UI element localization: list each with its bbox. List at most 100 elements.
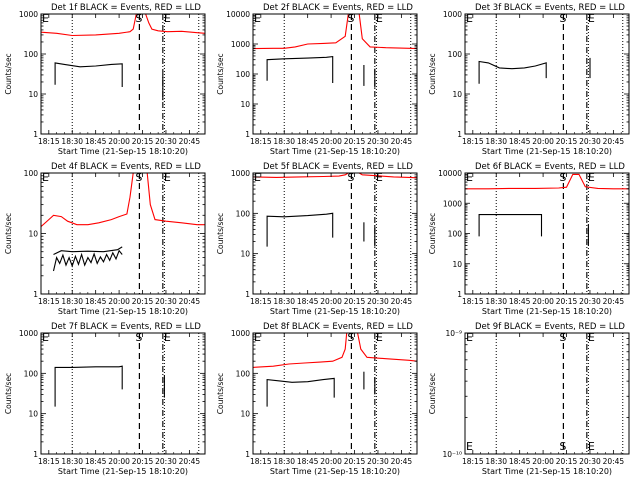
marker-e: E: [164, 12, 171, 25]
x-tick-label: 18:45: [297, 297, 319, 306]
panel-title: Det 8f BLACK = Events, RED = LLD: [263, 322, 413, 332]
marker-s: S: [347, 12, 354, 25]
events-series-line: [266, 55, 334, 83]
events-series-line: [52, 249, 123, 272]
y-axis-label: Counts/sec: [4, 53, 13, 94]
x-tick-label: 20:15: [344, 297, 366, 306]
x-tick-label: 20:00: [532, 457, 554, 466]
x-axis-label: Start Time (21-Sep-15 18:10:20): [270, 147, 400, 156]
panel-det-7: Det 7f BLACK = Events, RED = LLD 1 10 100 10…: [4, 322, 206, 476]
marker-e: E: [588, 331, 595, 344]
x-tick-label: 18:15: [462, 137, 484, 146]
y-axis-label: Counts/sec: [216, 373, 225, 414]
panel-title: Det 2f BLACK = Events, RED = LLD: [263, 3, 413, 13]
plot-frame: [464, 172, 630, 295]
x-tick-label: 18:45: [85, 137, 107, 146]
marker-e-left: E: [42, 171, 49, 184]
x-tick-label: 20:30: [367, 457, 389, 466]
y-tick-label: 1: [245, 130, 250, 139]
x-tick-label: 20:15: [132, 297, 154, 306]
x-axis-label: Start Time (21-Sep-15 18:10:20): [58, 307, 188, 316]
marker-s: S: [347, 331, 354, 344]
marker-s: S: [135, 331, 142, 344]
x-tick-label: 18:30: [485, 457, 507, 466]
x-tick-label: 18:15: [462, 457, 484, 466]
y-tick-label: 1000: [19, 10, 38, 19]
x-tick-label: 20:15: [556, 297, 578, 306]
x-tick-label: 20:45: [391, 137, 413, 146]
marker-s: S: [559, 331, 566, 344]
data-area: [41, 173, 205, 294]
panel-det-1: Det 1f BLACK = Events, RED = LLD 1 10 100 10…: [4, 3, 206, 156]
panel-title: Det 3f BLACK = Events, RED = LLD: [475, 3, 625, 13]
x-tick-label: 20:15: [132, 137, 154, 146]
x-tick-label: 20:00: [108, 137, 130, 146]
lld-series-line: [41, 173, 205, 228]
panel-title: Det 7f BLACK = Events, RED = LLD: [51, 322, 201, 332]
marker-e-left: E: [466, 12, 473, 25]
x-tick-label: 18:45: [509, 297, 531, 306]
marker-e-left: E: [254, 331, 261, 344]
y-axis-label: Counts/sec: [4, 373, 13, 414]
x-tick-label: 18:30: [273, 457, 295, 466]
events-series-line: [54, 365, 123, 407]
x-tick-label: 18:45: [509, 457, 531, 466]
panel-det-3: Det 3f BLACK = Events, RED = LLD 1 10 100 10…: [428, 3, 630, 156]
marker-s: S: [559, 171, 566, 184]
x-tick-label: 20:15: [344, 137, 366, 146]
marker-e-left: E: [42, 331, 49, 344]
y-tick-label: 1000: [231, 329, 250, 338]
x-tick-label: 18:15: [38, 137, 60, 146]
x-axis-label: Start Time (21-Sep-15 18:10:20): [58, 467, 188, 476]
x-axis-label: Start Time (21-Sep-15 18:10:20): [482, 147, 612, 156]
marker-e-left-bottom: E: [466, 440, 473, 453]
events-series-line: [266, 212, 334, 247]
y-tick-label: 10: [28, 230, 38, 239]
x-axis-label: Start Time (21-Sep-15 18:10:20): [270, 467, 400, 476]
y-tick-label: 1: [245, 290, 250, 299]
y-tick-label: 100: [24, 50, 39, 59]
y-tick-label: 1: [457, 290, 462, 299]
marker-e-bottom: E: [588, 440, 595, 453]
marker-s: S: [135, 171, 142, 184]
y-tick-label: 1000: [231, 169, 250, 178]
lld-series-line: [41, 14, 205, 37]
y-tick-label: 10⁻⁹: [445, 329, 462, 338]
x-tick-label: 20:30: [367, 137, 389, 146]
y-axis-label: Counts/sec: [4, 213, 13, 254]
panel-det-4: Det 4f BLACK = Events, RED = LLD 1 10 100 18…: [4, 162, 206, 316]
x-tick-label: 20:15: [132, 457, 154, 466]
marker-e-left: E: [254, 12, 261, 25]
x-tick-label: 18:15: [38, 297, 60, 306]
marker-e: E: [376, 12, 383, 25]
x-axis-label: Start Time (21-Sep-15 18:10:20): [482, 307, 612, 316]
y-tick-label: 1: [33, 450, 38, 459]
x-tick-label: 18:45: [85, 297, 107, 306]
x-tick-label: 20:15: [556, 457, 578, 466]
x-tick-label: 20:45: [603, 457, 625, 466]
x-axis-label: Start Time (21-Sep-15 18:10:20): [482, 467, 612, 476]
marker-s: S: [347, 171, 354, 184]
x-tick-label: 18:30: [61, 457, 83, 466]
marker-e: E: [164, 171, 171, 184]
x-tick-label: 20:15: [556, 137, 578, 146]
y-axis-label: Counts/sec: [428, 213, 437, 254]
x-tick-label: 18:15: [462, 297, 484, 306]
data-area: [41, 14, 205, 134]
y-axis-label: Counts/sec: [428, 373, 437, 414]
x-tick-label: 18:30: [485, 137, 507, 146]
y-tick-label: 100: [236, 209, 251, 218]
marker-e: E: [588, 12, 595, 25]
x-tick-label: 20:45: [603, 297, 625, 306]
events-series-line: [54, 62, 123, 87]
marker-e-left: E: [254, 171, 261, 184]
y-tick-label: 10: [28, 410, 38, 419]
y-tick-label: 10⁻¹⁰: [442, 450, 462, 459]
x-tick-label: 20:45: [179, 457, 201, 466]
marker-e-left: E: [466, 331, 473, 344]
x-tick-label: 18:15: [250, 297, 272, 306]
y-tick-label: 1000: [19, 329, 38, 338]
panel-title: Det 5f BLACK = Events, RED = LLD: [263, 162, 413, 172]
data-area: [495, 333, 624, 454]
x-tick-label: 20:00: [320, 457, 342, 466]
